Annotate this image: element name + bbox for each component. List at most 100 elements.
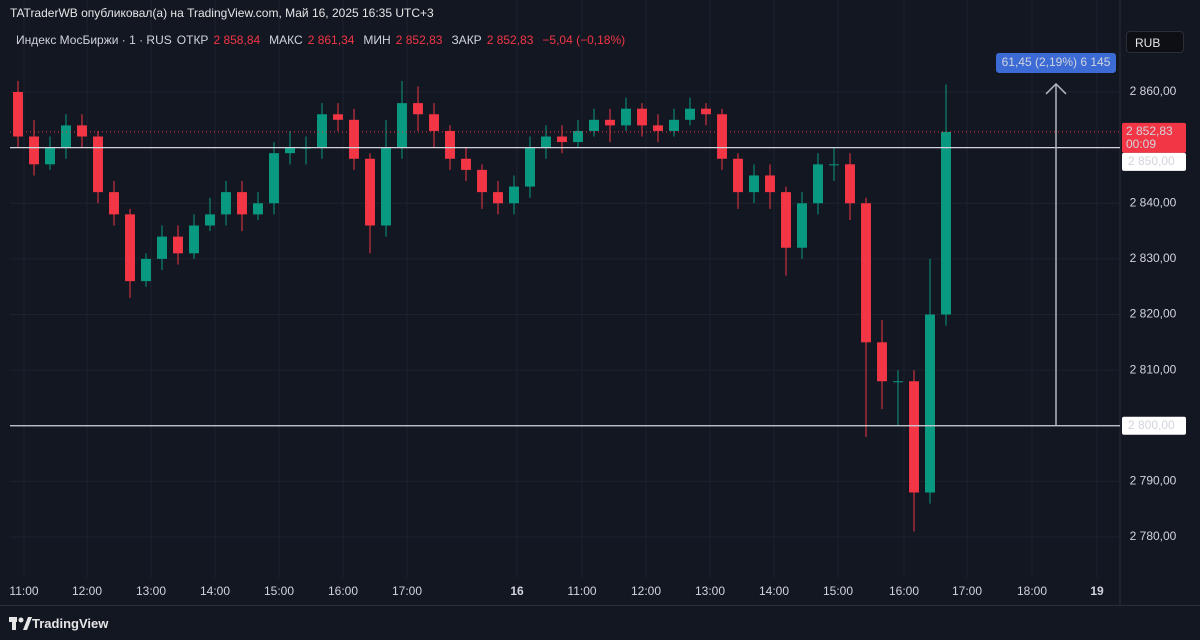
candle-body <box>125 214 135 282</box>
candle-body <box>221 192 231 215</box>
candle-body <box>925 314 935 493</box>
candle-body <box>829 164 839 166</box>
candle-body <box>637 108 647 126</box>
candle-body <box>349 119 359 159</box>
legend: Индекс МосБиржи · 1 · RUS ОТКР 2 858,84 МА… <box>16 33 629 47</box>
x-tick-label: 15:00 <box>823 584 853 598</box>
measure-box <box>996 52 1116 73</box>
candle-body <box>109 192 119 215</box>
candle-body <box>13 92 23 137</box>
legend-change: −5,04 (−0,18%) <box>542 33 626 47</box>
candle-body <box>29 136 39 165</box>
candle-body <box>525 147 535 187</box>
header: TATraderWB опубликовал(а) на TradingView… <box>10 6 434 20</box>
candle-body <box>797 203 807 248</box>
legend-label: МАКС <box>269 33 303 47</box>
candle-body <box>269 153 279 204</box>
x-tick-label: 17:00 <box>392 584 422 598</box>
candle-body <box>893 381 903 383</box>
y-tick-label: 2 790,00 <box>1130 474 1177 488</box>
x-tick-label: 17:00 <box>952 584 982 598</box>
x-tick-label: 16 <box>510 584 524 598</box>
measure-label: 61,45 (2,19%) 6 145 <box>1002 55 1111 69</box>
legend-label: ЗАКР <box>451 33 482 47</box>
symbol: Индекс МосБиржи · 1 · RUS <box>16 33 172 47</box>
candle-body <box>317 114 327 148</box>
candle-body <box>749 175 759 193</box>
y-tick-label: 2 830,00 <box>1130 251 1177 265</box>
legend-value: 2 861,34 <box>307 33 355 47</box>
candle-body <box>685 108 695 120</box>
x-tick-label: 12:00 <box>631 584 661 598</box>
candle-body <box>333 114 343 120</box>
x-tick-label: 14:00 <box>759 584 789 598</box>
candle-body <box>61 125 71 148</box>
candle-body <box>365 158 375 226</box>
candle-body <box>189 225 199 254</box>
price-box <box>1122 122 1186 153</box>
candle-body <box>605 119 615 126</box>
candle-body <box>45 147 55 165</box>
candle-body <box>813 164 823 204</box>
candle-body <box>941 131 951 315</box>
legend-value: 2 852,83 <box>486 33 534 47</box>
candle-body <box>429 114 439 131</box>
x-tick-label: 12:00 <box>72 584 102 598</box>
x-tick-label: 19 <box>1090 584 1104 598</box>
y-tick-label: 2 820,00 <box>1130 307 1177 321</box>
candle-body <box>717 114 727 159</box>
legend-value: 2 852,83 <box>395 33 443 47</box>
candle-body <box>77 125 87 137</box>
candle-body <box>285 147 295 154</box>
x-tick-label: 16:00 <box>328 584 358 598</box>
candle-body <box>477 169 487 193</box>
candle-body <box>765 175 775 193</box>
candle-body <box>653 125 663 131</box>
candle-body <box>157 236 167 259</box>
x-tick-label: 13:00 <box>136 584 166 598</box>
candle-body <box>669 119 679 131</box>
brand: TradingView <box>32 616 109 631</box>
candle-body <box>845 164 855 204</box>
line-label-box <box>1122 152 1186 171</box>
currency-button[interactable]: RUB <box>1126 31 1184 53</box>
chart: 11:00 12:00 13:00 14:00 15:00 16:00 17:00 16 11:… <box>9 0 1186 605</box>
candle-body <box>381 147 391 226</box>
legend-value: 2 858,84 <box>213 33 261 47</box>
candle-body <box>589 119 599 131</box>
x-tick-label: 13:00 <box>695 584 725 598</box>
candle-body <box>493 192 503 204</box>
candle-body <box>877 342 887 382</box>
price-countdown: 00:09 <box>1126 137 1156 151</box>
candle-body <box>413 103 423 115</box>
line-label: 2 800,00 <box>1128 418 1175 432</box>
y-tick-label: 2 860,00 <box>1130 84 1177 98</box>
candle-body <box>461 158 471 170</box>
line-label: 2 850,00 <box>1128 154 1175 168</box>
candle-body <box>573 130 583 143</box>
logo <box>9 617 32 630</box>
candle-body <box>253 203 263 215</box>
x-tick-label: 14:00 <box>200 584 230 598</box>
price-label: 2 852,83 <box>1126 124 1173 138</box>
line-label-box <box>1122 416 1186 435</box>
candle-body <box>205 214 215 226</box>
y-tick-label: 2 780,00 <box>1130 529 1177 543</box>
candle-body <box>541 136 551 148</box>
x-tick-label: 16:00 <box>889 584 919 598</box>
x-tick-label: 18:00 <box>1017 584 1047 598</box>
legend-label: МИН <box>363 33 391 47</box>
candle-body <box>701 108 711 115</box>
x-tick-label: 11:00 <box>9 584 38 598</box>
footer: TradingView <box>0 605 1200 640</box>
x-tick-label: 15:00 <box>264 584 294 598</box>
candle-body <box>237 192 247 215</box>
candle-body <box>445 130 455 159</box>
candle-body <box>781 192 791 248</box>
arrow-head <box>1045 82 1067 95</box>
candle-body <box>733 158 743 193</box>
candle-body <box>861 203 871 343</box>
x-tick-label: 11:00 <box>567 584 596 598</box>
candle-body <box>173 236 183 254</box>
candle-body <box>397 103 407 148</box>
